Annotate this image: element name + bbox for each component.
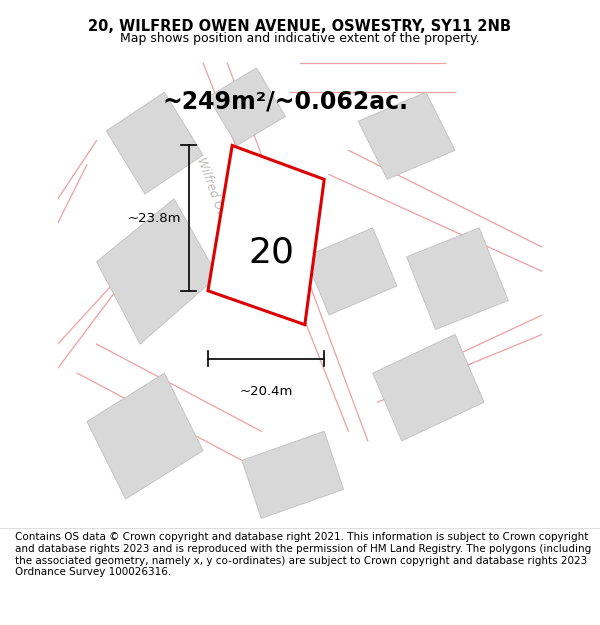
Text: 20: 20 — [248, 235, 294, 269]
Polygon shape — [358, 92, 455, 179]
Text: ~23.8m: ~23.8m — [128, 212, 181, 224]
Text: Map shows position and indicative extent of the property.: Map shows position and indicative extent… — [120, 32, 480, 45]
Text: Wilfred Owen Avenue: Wilfred Owen Avenue — [194, 156, 250, 280]
Text: ~20.4m: ~20.4m — [239, 385, 293, 398]
Polygon shape — [106, 92, 203, 194]
Text: 20, WILFRED OWEN AVENUE, OSWESTRY, SY11 2NB: 20, WILFRED OWEN AVENUE, OSWESTRY, SY11 … — [89, 19, 511, 34]
Polygon shape — [208, 68, 286, 146]
Polygon shape — [407, 228, 508, 329]
Polygon shape — [208, 146, 324, 325]
Polygon shape — [373, 334, 484, 441]
Polygon shape — [97, 199, 218, 344]
Polygon shape — [87, 373, 203, 499]
Polygon shape — [242, 431, 344, 519]
Text: Contains OS data © Crown copyright and database right 2021. This information is : Contains OS data © Crown copyright and d… — [15, 532, 591, 578]
Text: ~249m²/~0.062ac.: ~249m²/~0.062ac. — [163, 90, 409, 114]
Polygon shape — [305, 228, 397, 315]
